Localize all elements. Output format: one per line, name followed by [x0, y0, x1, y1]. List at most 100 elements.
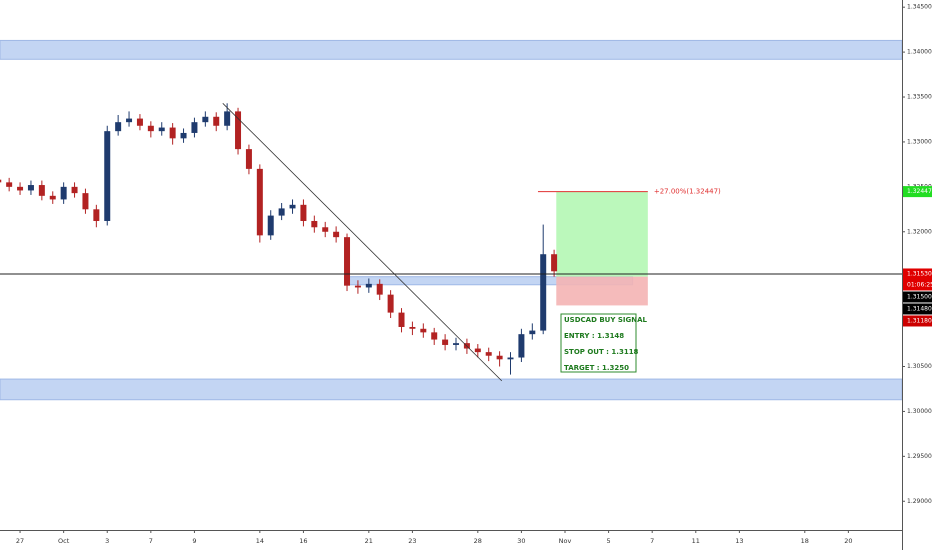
x-tick-label: 21 [365, 537, 373, 545]
x-tick-label: Nov [559, 537, 572, 545]
x-tick-label: 7 [650, 537, 654, 545]
candle-body [213, 116, 220, 126]
candle-body [115, 122, 122, 132]
candle-body [453, 343, 460, 345]
stop-box [556, 276, 648, 306]
candle-body [235, 111, 242, 150]
candle-body [365, 283, 372, 288]
candle-body [224, 111, 231, 126]
zone [0, 378, 903, 401]
candle-body [0, 179, 2, 183]
candle-body [551, 254, 558, 272]
candle-body [300, 204, 307, 221]
x-tick-label: 9 [192, 537, 196, 545]
x-tick-label: 30 [517, 537, 525, 545]
candle-body [126, 118, 133, 123]
y-tick-label: 1.29500 [907, 453, 932, 460]
candle-body [518, 334, 525, 358]
candle-body [322, 227, 329, 232]
candle-body [38, 185, 45, 196]
candle-body [289, 204, 296, 209]
price-label: 1.31480 [907, 305, 932, 312]
x-tick-label: 7 [149, 537, 153, 545]
candle-body [202, 116, 209, 123]
candle-body [507, 357, 514, 360]
x-tick-label: 14 [256, 537, 264, 545]
y-tick-label: 1.34000 [907, 49, 932, 56]
x-tick-label: 16 [299, 537, 307, 545]
candle-body [485, 352, 492, 356]
candle-body [17, 186, 24, 191]
x-tick-label: 27 [16, 537, 24, 545]
candle-body [93, 209, 100, 221]
candle-body [496, 355, 503, 360]
candle-body [49, 195, 56, 200]
candle-body [420, 328, 427, 333]
y-tick-label: 1.30000 [907, 408, 932, 415]
target-box [556, 191, 648, 277]
candle-body [267, 215, 274, 236]
price-label-box [903, 303, 932, 315]
candle-body [71, 186, 78, 194]
candle-body [104, 131, 111, 221]
price-label: 1.31500 [907, 293, 932, 300]
y-tick-label: 1.30500 [907, 363, 932, 370]
candle-body [6, 182, 13, 187]
candle-body [442, 339, 449, 345]
price-label-box [903, 291, 932, 303]
price-label: 1.31180 [907, 317, 932, 324]
signal-line: USDCAD BUY SIGNAL [564, 316, 648, 324]
target-label: +27.00%(1.32447) [654, 188, 721, 196]
candle-body [354, 285, 361, 288]
x-axis-panel [0, 530, 902, 550]
candle-body [474, 348, 481, 353]
price-label: 1.32447 [907, 188, 932, 195]
x-tick-label: 13 [735, 537, 743, 545]
x-tick-label: 3 [105, 537, 109, 545]
signal-line: TARGET : 1.3250 [564, 364, 629, 372]
price-label: 1.31530 [907, 270, 932, 277]
candle-body [409, 326, 416, 329]
candle-body [169, 127, 176, 139]
candle-body [147, 125, 154, 132]
y-tick-label: 1.33500 [907, 94, 932, 101]
countdown: 01:06:25 [907, 281, 932, 288]
signal-box [560, 313, 637, 373]
candle-body [376, 283, 383, 295]
candle-body [180, 132, 187, 139]
candle-body [278, 208, 285, 216]
price-label-box [903, 268, 932, 291]
candle-body [333, 231, 340, 238]
candle-body [158, 127, 165, 132]
price-label-box [903, 315, 932, 327]
price-label-box [903, 186, 932, 198]
signal-line: STOP OUT : 1.3118 [564, 348, 639, 356]
candle-body [529, 330, 536, 335]
y-tick-label: 1.34500 [907, 4, 932, 11]
candle-body [245, 149, 252, 169]
signal-line: ENTRY : 1.3148 [564, 332, 624, 340]
y-tick-label: 1.29000 [907, 498, 932, 505]
candle-body [136, 118, 143, 126]
candle-body [344, 237, 351, 286]
trendline [222, 103, 503, 382]
candle-body [398, 312, 405, 327]
y-tick-label: 1.33000 [907, 138, 932, 145]
y-tick-label: 1.32000 [907, 228, 932, 235]
zone [0, 39, 903, 60]
candle-body [540, 254, 547, 331]
candle-body [191, 122, 198, 133]
x-tick-label: 23 [408, 537, 416, 545]
x-tick-label: 11 [692, 537, 700, 545]
candle-body [27, 185, 34, 191]
candle-body [256, 168, 263, 236]
candle-body [82, 193, 89, 210]
candle-body [431, 332, 438, 340]
candle-body [387, 294, 394, 313]
x-tick-label: 28 [474, 537, 482, 545]
candle-body [311, 220, 318, 228]
candle-body [60, 186, 67, 200]
x-tick-label: 18 [801, 537, 809, 545]
